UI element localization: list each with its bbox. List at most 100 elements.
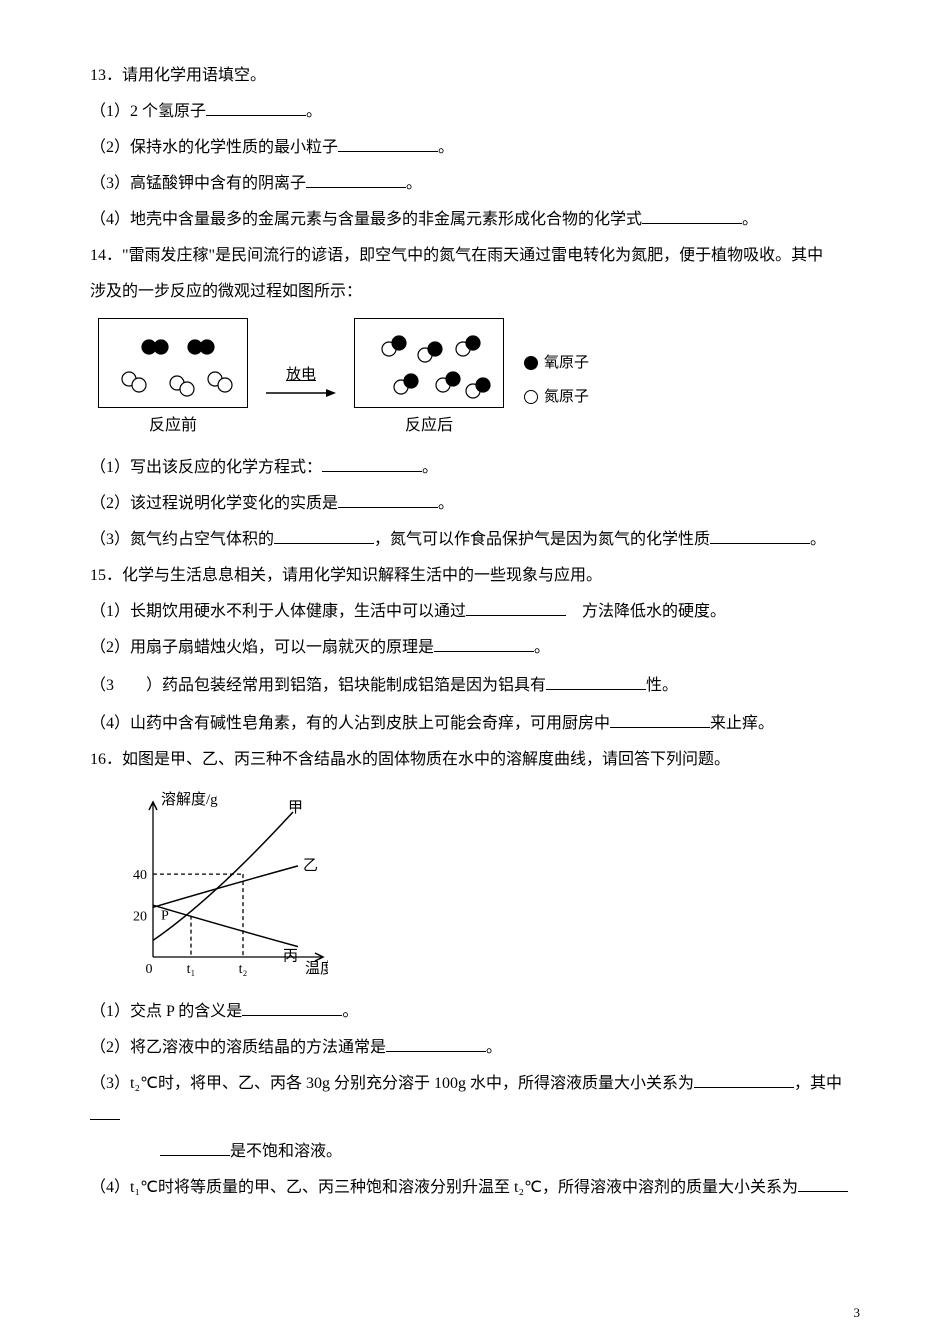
svg-text:40: 40	[133, 868, 147, 883]
blank	[90, 1104, 120, 1120]
q15-p1: （1）长期饮用硬水不利于人体健康，生活中可以通过 方法降低水的硬度。	[90, 596, 860, 628]
q14-stem-b: 涉及的一步反应的微观过程如图所示：	[90, 276, 860, 308]
period: 。	[438, 139, 454, 156]
q16-p1-text: （1）交点 P 的含义是	[90, 1003, 242, 1020]
q13-p2: （2）保持水的化学性质的最小粒子 。	[90, 132, 860, 164]
blank	[642, 208, 742, 224]
q16-stem: 16．如图是甲、乙、丙三种不含结晶水的固体物质在水中的溶解度曲线，请回答下列问题…	[90, 744, 860, 776]
before-label: 反应前	[98, 410, 248, 442]
period: 。	[306, 103, 322, 120]
blank	[610, 712, 710, 728]
blank	[386, 1036, 486, 1052]
q13-stem: 13．请用化学用语填空。	[90, 60, 860, 92]
q15-p1b-text: 方法降低水的硬度。	[566, 603, 726, 620]
reaction-before-wrap: 反应前	[98, 318, 248, 442]
period: 。	[486, 1039, 502, 1056]
blank	[338, 492, 438, 508]
blank	[546, 674, 646, 690]
legend-o-row: 氧原子	[524, 348, 589, 378]
q13-p1-text: （1）2 个氢原子	[90, 103, 206, 120]
q15-p2-text: （2）用扇子扇蜡烛火焰，可以一扇就灭的原理是	[90, 639, 434, 656]
q16-p3a-text: （3）t₂℃时，将甲、乙、丙各 30g 分别充分溶于 100g 水中，所得溶液质…	[90, 1075, 694, 1092]
period: 。	[534, 639, 550, 656]
q13-p4: （4）地壳中含量最多的金属元素与含量最多的非金属元素形成化合物的化学式 。	[90, 204, 860, 236]
reaction-before-svg	[99, 319, 249, 409]
q15-p4a-text: （4）山药中含有碱性皂角素，有的人沾到皮肤上可能会奇痒，可用厨房中	[90, 715, 610, 732]
q16-p4-text: （4）t₁℃时将等质量的甲、乙、丙三种饱和溶液分别升温至 t₂℃，所得溶液中溶剂…	[90, 1179, 798, 1196]
blank	[242, 1000, 342, 1016]
svg-text:20: 20	[133, 910, 147, 925]
q14-p3a-text: （3）氮气约占空气体积的	[90, 531, 274, 548]
period: 。	[810, 531, 826, 548]
q15-p3: （3 ）药品包装经常用到铝箔，铝块能制成铝箔是因为铝具有 性。	[90, 670, 860, 702]
q13-p3-text: （3）高锰酸钾中含有的阴离子	[90, 175, 306, 192]
q16-p3c-text: 是不饱和溶液。	[230, 1143, 342, 1160]
svg-text:t₁: t₁	[187, 962, 196, 977]
q14-stem-a: 14．"雷雨发庄稼"是民间流行的谚语，即空气中的氮气在雨天通过雷电转化为氮肥，便…	[90, 240, 860, 272]
q15-stem: 15．化学与生活息息相关，请用化学知识解释生活中的一些现象与应用。	[90, 560, 860, 592]
q13-p3: （3）高锰酸钾中含有的阴离子 。	[90, 168, 860, 200]
blank	[710, 528, 810, 544]
svg-text:温度/℃: 温度/℃	[305, 960, 328, 977]
arrow-block: 放电	[266, 360, 336, 400]
blank	[322, 456, 422, 472]
solubility-svg: 溶解度/g 温度/℃ 20 40 0 t₁ t₂ 甲乙丙 P	[108, 782, 328, 982]
page-container: 13．请用化学用语填空。 （1）2 个氢原子。 （2）保持水的化学性质的最小粒子…	[0, 0, 950, 1344]
q15-p4: （4）山药中含有碱性皂角素，有的人沾到皮肤上可能会奇痒，可用厨房中 来止痒。	[90, 708, 860, 740]
legend-n-text: 氮原子	[544, 382, 589, 412]
svg-text:甲: 甲	[288, 800, 303, 816]
svg-text:乙: 乙	[303, 858, 318, 874]
reaction-after-wrap: 反应后	[354, 318, 504, 442]
blank	[338, 136, 438, 152]
blank	[274, 528, 374, 544]
reaction-before-box	[98, 318, 248, 408]
reaction-after-svg	[355, 319, 505, 409]
q16-p2: （2）将乙溶液中的溶质结晶的方法通常是。	[90, 1032, 860, 1064]
q15-p4b-text: 来止痒。	[710, 715, 774, 732]
svg-text:溶解度/g: 溶解度/g	[161, 791, 218, 808]
svg-text:丙: 丙	[283, 949, 298, 965]
q13-p4-text: （4）地壳中含量最多的金属元素与含量最多的非金属元素形成化合物的化学式	[90, 211, 642, 228]
q14-p3: （3）氮气约占空气体积的 ，氮气可以作食品保护气是因为氮气的化学性质 。	[90, 524, 860, 556]
reaction-diagram: 反应前 放电 反应后 氧原子 氮原子	[98, 318, 860, 442]
q15-p2: （2）用扇子扇蜡烛火焰，可以一扇就灭的原理是 。	[90, 632, 860, 664]
q13-p1: （1）2 个氢原子 。	[90, 96, 860, 128]
q14-p2: （2）该过程说明化学变化的实质是 。	[90, 488, 860, 520]
blank	[160, 1140, 230, 1156]
svg-text:0: 0	[146, 962, 153, 977]
period: 。	[422, 459, 438, 476]
blank	[434, 636, 534, 652]
q14-p2-text: （2）该过程说明化学变化的实质是	[90, 495, 338, 512]
legend: 氧原子 氮原子	[524, 348, 589, 412]
period: 。	[406, 175, 422, 192]
q14-p1: （1）写出该反应的化学方程式： 。	[90, 452, 860, 484]
svg-text:t₂: t₂	[239, 962, 248, 977]
blank	[466, 600, 566, 616]
q16-p3: （3）t₂℃时，将甲、乙、丙各 30g 分别充分溶于 100g 水中，所得溶液质…	[90, 1068, 860, 1132]
legend-o-text: 氧原子	[544, 348, 589, 378]
q15-p1a-text: （1）长期饮用硬水不利于人体健康，生活中可以通过	[90, 603, 466, 620]
page-number: 3	[854, 1300, 861, 1326]
blank	[694, 1072, 794, 1088]
q14-p1-text: （1）写出该反应的化学方程式：	[90, 459, 322, 476]
reaction-after-box	[354, 318, 504, 408]
legend-n-icon	[524, 390, 538, 404]
legend-n-row: 氮原子	[524, 382, 589, 412]
q14-p3b-text: ，氮气可以作食品保护气是因为氮气的化学性质	[374, 531, 710, 548]
arrow-icon	[266, 386, 336, 400]
q16-p3b-text: ，其中	[794, 1075, 842, 1092]
q15-p3a-text: （3 ）药品包装经常用到铝箔，铝块能制成铝箔是因为铝具有	[90, 677, 546, 694]
q16-p3-line2: 是不饱和溶液。	[90, 1136, 860, 1168]
blank	[306, 172, 406, 188]
solubility-chart: 溶解度/g 温度/℃ 20 40 0 t₁ t₂ 甲乙丙 P	[108, 782, 328, 994]
q16-p4: （4）t₁℃时将等质量的甲、乙、丙三种饱和溶液分别升温至 t₂℃，所得溶液中溶剂…	[90, 1172, 860, 1204]
period: 。	[742, 211, 758, 228]
q13-p2-text: （2）保持水的化学性质的最小粒子	[90, 139, 338, 156]
q16-p1: （1）交点 P 的含义是。	[90, 996, 860, 1028]
after-label: 反应后	[354, 410, 504, 442]
period: 。	[438, 495, 454, 512]
blank	[206, 100, 306, 116]
q15-p3b-text: 性。	[646, 677, 678, 694]
blank	[798, 1176, 848, 1192]
svg-text:P: P	[161, 909, 169, 924]
